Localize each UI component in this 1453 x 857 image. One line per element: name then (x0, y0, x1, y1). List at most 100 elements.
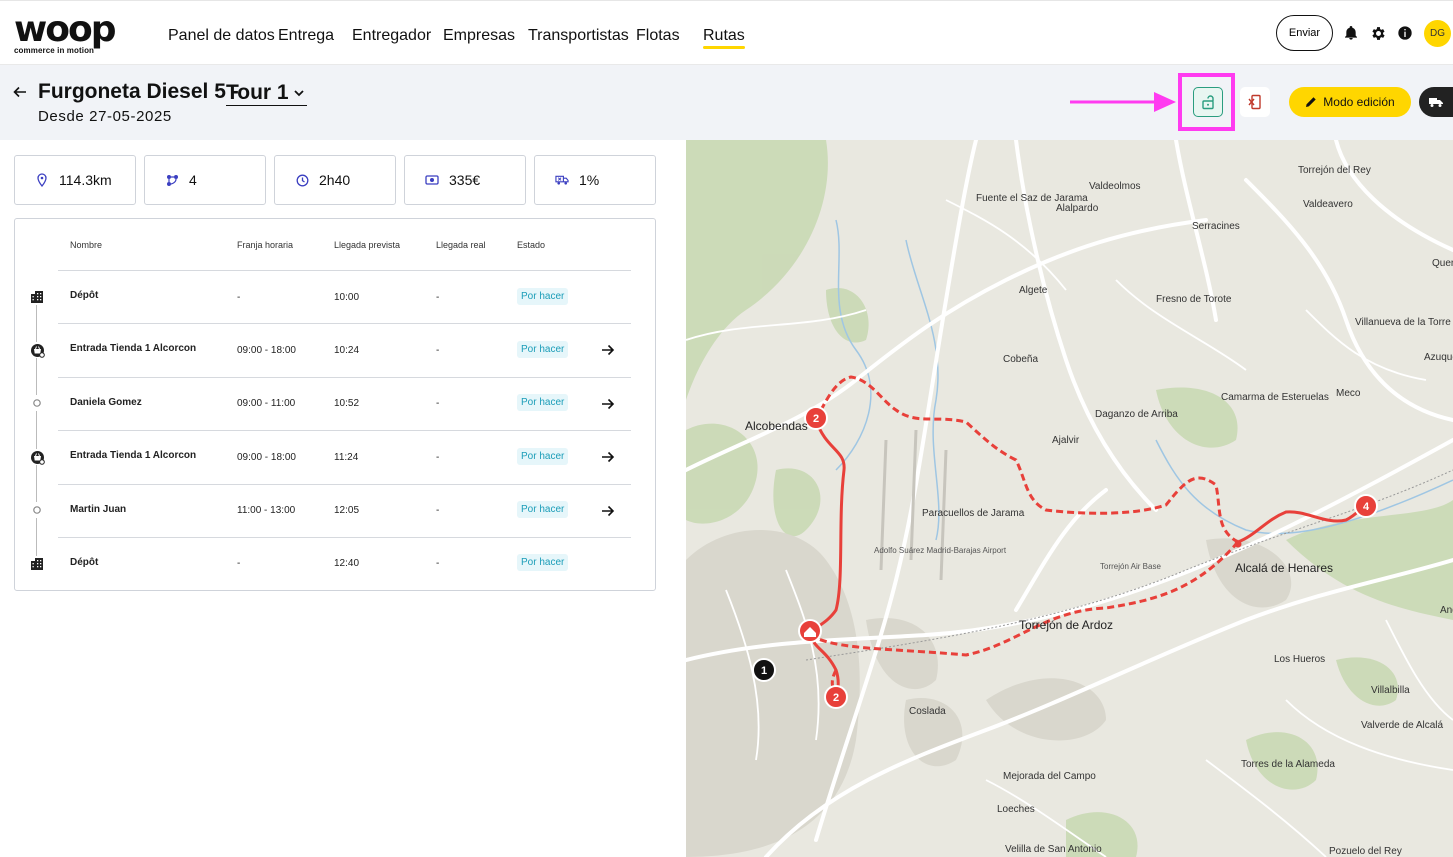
timeline-connector (36, 305, 37, 563)
time-slot: 11:00 - 13:00 (237, 505, 296, 516)
unlock-route-button[interactable] (1193, 87, 1223, 117)
map-label: Torrejón Air Base (1100, 562, 1161, 571)
map-label: Meco (1336, 388, 1361, 399)
map-marker-1[interactable]: 1 (752, 658, 776, 682)
send-button[interactable]: Enviar (1276, 15, 1333, 51)
status-badge: Por hacer (517, 341, 569, 358)
map-label: Villalbilla (1371, 685, 1410, 696)
expected-arrival: 11:24 (334, 452, 359, 463)
actual-arrival: - (436, 345, 440, 356)
bell-icon[interactable] (1342, 24, 1360, 42)
expected-arrival: 12:05 (334, 505, 360, 516)
status-badge: Por hacer (517, 554, 569, 571)
map-label: Azuque (1424, 352, 1453, 363)
map-label: Quer (1432, 258, 1453, 269)
unassign-driver-button[interactable] (1240, 87, 1270, 117)
row-divider (58, 430, 631, 431)
location-pin-icon (35, 173, 49, 187)
column-header-llegada-real: Llegada real (436, 240, 486, 250)
stat-distance-value: 114.3km (59, 172, 112, 188)
stop-name: Entrada Tienda 1 Alcorcon (70, 343, 197, 354)
status-badge: Por hacer (517, 288, 569, 305)
stop-name: Entrada Tienda 1 Alcorcon (70, 450, 197, 461)
arrow-right-icon[interactable] (600, 503, 616, 519)
back-arrow-icon[interactable] (12, 84, 28, 100)
map-marker-2-north[interactable]: 2 (804, 406, 828, 430)
annotation-arrow (1070, 92, 1176, 112)
nav-item-rutas[interactable]: Rutas (703, 27, 745, 49)
column-header-llegada-prevista: Llegada prevista (334, 240, 401, 250)
row-divider (58, 377, 631, 378)
stop-name: Dépôt (70, 290, 99, 301)
arrow-right-icon[interactable] (600, 449, 616, 465)
open-lock-icon (1202, 95, 1214, 110)
stat-cost: 335€ (404, 155, 526, 205)
building-icon (29, 289, 45, 305)
map-label: Valdeolmos (1089, 181, 1141, 192)
annotation-highlight-box (1178, 73, 1235, 131)
vehicle-button[interactable] (1419, 87, 1453, 117)
stops-icon (165, 173, 179, 187)
map-marker-2-south[interactable]: 2 (824, 685, 848, 709)
map-canvas[interactable]: 2 2 4 1 (686, 140, 1453, 857)
row-divider (58, 323, 631, 324)
nav-item-empresas[interactable]: Empresas (443, 27, 516, 44)
column-header-nombre: Nombre (70, 240, 103, 250)
expected-arrival: 12:40 (334, 558, 360, 569)
map-label: Alcalá de Henares (1235, 561, 1334, 575)
map-label: Valverde de Alcalá (1361, 720, 1444, 731)
info-icon[interactable] (1396, 24, 1414, 42)
route-waypoint (1234, 540, 1242, 548)
nav-item-transportistas[interactable]: Transportistas (528, 27, 629, 44)
status-badge: Por hacer (517, 501, 569, 518)
map-label: Coslada (909, 706, 946, 717)
user-avatar[interactable]: DG (1424, 20, 1451, 47)
dot-icon (29, 395, 45, 411)
stop-name: Martin Juan (70, 504, 127, 515)
woop-logo[interactable]: woop commerce in motion (14, 12, 124, 56)
pencil-icon (1306, 97, 1316, 107)
truck-icon (1429, 98, 1443, 107)
home-icon (804, 627, 816, 637)
expected-arrival: 10:52 (334, 398, 360, 409)
map-label: Camarma de Esteruelas (1221, 392, 1329, 403)
stat-stops-value: 4 (189, 172, 197, 188)
map-label: Alalpardo (1056, 203, 1099, 214)
map-label: Torres de la Alameda (1241, 759, 1335, 770)
map-label: Pozuelo del Rey (1329, 846, 1402, 857)
map-label: Loeches (997, 804, 1035, 815)
truck-load-icon (555, 173, 569, 187)
stat-duration-value: 2h40 (319, 172, 351, 188)
time-slot: 09:00 - 18:00 (237, 452, 296, 463)
building-icon (29, 556, 45, 572)
store-icon (29, 342, 45, 358)
route-map[interactable]: 2 2 4 1 Torrejón del Rey Valdeolmos Fuen… (686, 140, 1453, 857)
map-label: Serracines (1192, 221, 1240, 232)
row-divider (58, 270, 631, 271)
nav-item-entrega[interactable]: Entrega (278, 27, 335, 44)
map-marker-depot[interactable] (798, 619, 822, 643)
stop-name: Daniela Gomez (70, 397, 142, 408)
map-label: Los Hueros (1274, 654, 1326, 665)
arrow-right-icon[interactable] (600, 342, 616, 358)
tour-selector[interactable]: Tour 1 (226, 80, 307, 106)
map-label: Velilla de San Antonio (1005, 844, 1102, 855)
nav-item-panel-de-datos[interactable]: Panel de datos (168, 27, 275, 44)
nav-item-flotas[interactable]: Flotas (636, 27, 680, 44)
map-marker-4[interactable]: 4 (1354, 494, 1378, 518)
map-label: Valdeavero (1303, 199, 1353, 210)
gear-icon[interactable] (1369, 24, 1387, 42)
map-label: Fuente el Saz de Jarama (976, 193, 1088, 204)
column-header-franja-horaria: Franja horaria (237, 240, 294, 250)
arrow-right-icon[interactable] (600, 396, 616, 412)
phone-remove-icon (1248, 94, 1261, 110)
stat-load-value: 1% (579, 172, 600, 188)
map-label: Alcobendas (745, 419, 808, 433)
stat-duration: 2h40 (274, 155, 396, 205)
edit-mode-button[interactable]: Modo edición (1289, 87, 1411, 117)
map-label: Torrejón del Rey (1298, 165, 1371, 176)
nav-item-entregador[interactable]: Entregador (352, 27, 432, 44)
stat-distance: 114.3km (14, 155, 136, 205)
tour-selector-label: Tour 1 (226, 80, 289, 104)
map-label: Cobeña (1003, 354, 1039, 365)
